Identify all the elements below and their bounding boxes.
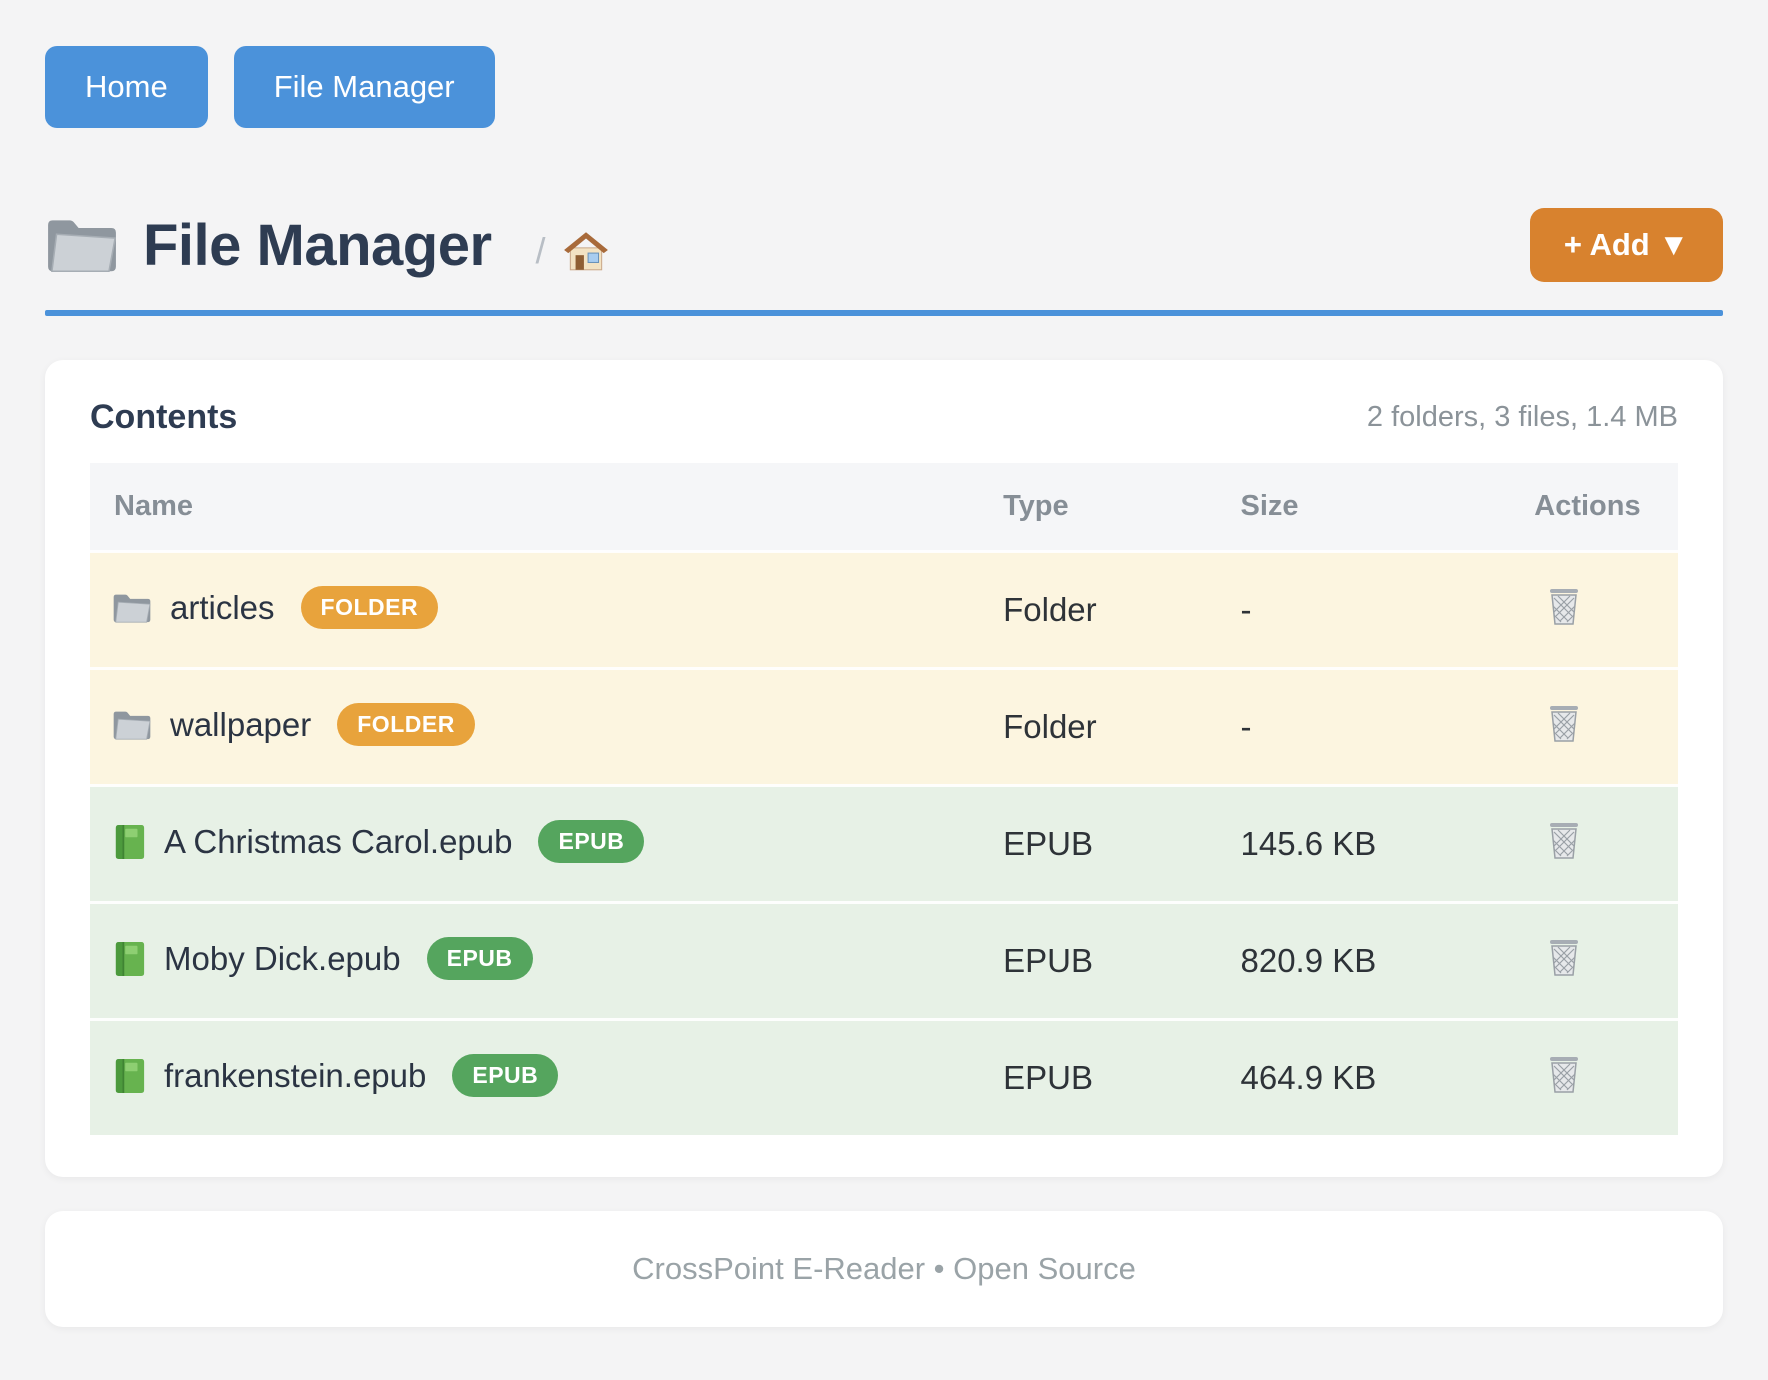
page: Home File Manager File Manager / (45, 46, 1723, 1328)
delete-button[interactable] (1546, 1054, 1582, 1094)
column-header-size: Size (1240, 463, 1535, 552)
file-name: articles (170, 588, 275, 626)
contents-heading: Contents (90, 398, 238, 437)
book-icon (112, 823, 146, 861)
file-size: 145.6 KB (1240, 825, 1377, 863)
add-button[interactable]: + Add ▼ (1529, 208, 1723, 283)
file-size: - (1240, 708, 1252, 746)
table-header-row: Name Type Size Actions (90, 463, 1678, 552)
delete-button[interactable] (1546, 937, 1582, 977)
file-size: - (1240, 591, 1252, 629)
file-type: EPUB (1003, 942, 1093, 980)
file-name-cell: articles FOLDER (90, 553, 1003, 662)
folder-icon (112, 591, 152, 625)
file-size: 820.9 KB (1240, 942, 1377, 980)
page-title: File Manager (143, 212, 492, 278)
table-row[interactable]: wallpaper FOLDER Folder - (90, 668, 1678, 786)
file-type-badge: EPUB (426, 937, 533, 981)
folder-icon (112, 708, 152, 742)
home-icon[interactable] (562, 228, 610, 274)
file-type-badge: EPUB (538, 820, 645, 864)
file-name-cell: wallpaper FOLDER (90, 670, 1003, 779)
file-type: Folder (1003, 708, 1097, 746)
file-name: wallpaper (170, 705, 312, 743)
file-name-cell: A Christmas Carol.epub EPUB (90, 787, 1003, 896)
table-row[interactable]: Moby Dick.epub EPUB EPUB 820.9 KB (90, 902, 1678, 1020)
delete-button[interactable] (1546, 820, 1582, 860)
folder-title-icon (45, 214, 119, 276)
nav-home-button[interactable]: Home (45, 46, 208, 129)
contents-card-header: Contents 2 folders, 3 files, 1.4 MB (90, 398, 1678, 437)
title-group: File Manager / (45, 212, 610, 279)
delete-button[interactable] (1546, 703, 1582, 743)
file-name: frankenstein.epub (164, 1056, 427, 1094)
file-type-badge: EPUB (452, 1054, 559, 1098)
table-row[interactable]: articles FOLDER Folder - (90, 551, 1678, 669)
contents-card: Contents 2 folders, 3 files, 1.4 MB Name… (45, 360, 1723, 1178)
breadcrumb-separator: / (535, 230, 546, 272)
nav-file-manager-button[interactable]: File Manager (233, 46, 495, 129)
contents-table-body: articles FOLDER Folder - (90, 551, 1678, 1136)
file-type: Folder (1003, 591, 1097, 629)
page-header: File Manager / + Add ▼ (45, 208, 1723, 283)
column-header-name: Name (90, 463, 1004, 552)
footer-card: CrossPoint E-Reader • Open Source (45, 1211, 1723, 1328)
column-header-actions: Actions (1534, 463, 1678, 552)
column-header-type: Type (1003, 463, 1241, 552)
header-divider (45, 310, 1723, 317)
contents-summary: 2 folders, 3 files, 1.4 MB (1366, 401, 1678, 434)
file-type-badge: FOLDER (337, 703, 475, 747)
file-size: 464.9 KB (1240, 1059, 1377, 1097)
contents-table: Name Type Size Actions (90, 463, 1678, 1136)
book-icon (112, 1057, 146, 1095)
table-row[interactable]: A Christmas Carol.epub EPUB EPUB 145.6 K… (90, 785, 1678, 903)
footer-text: CrossPoint E-Reader • Open Source (632, 1251, 1136, 1287)
delete-button[interactable] (1546, 586, 1582, 626)
file-name: A Christmas Carol.epub (164, 822, 513, 860)
file-name: Moby Dick.epub (164, 939, 401, 977)
file-name-cell: Moby Dick.epub EPUB (90, 904, 1003, 1013)
table-row[interactable]: frankenstein.epub EPUB EPUB 464.9 KB (90, 1019, 1678, 1136)
file-type-badge: FOLDER (300, 586, 439, 630)
file-name-cell: frankenstein.epub EPUB (90, 1021, 1003, 1130)
book-icon (112, 940, 146, 978)
file-type: EPUB (1003, 825, 1093, 863)
breadcrumb: / (536, 216, 610, 274)
top-nav: Home File Manager (45, 46, 1723, 129)
file-type: EPUB (1003, 1059, 1093, 1097)
